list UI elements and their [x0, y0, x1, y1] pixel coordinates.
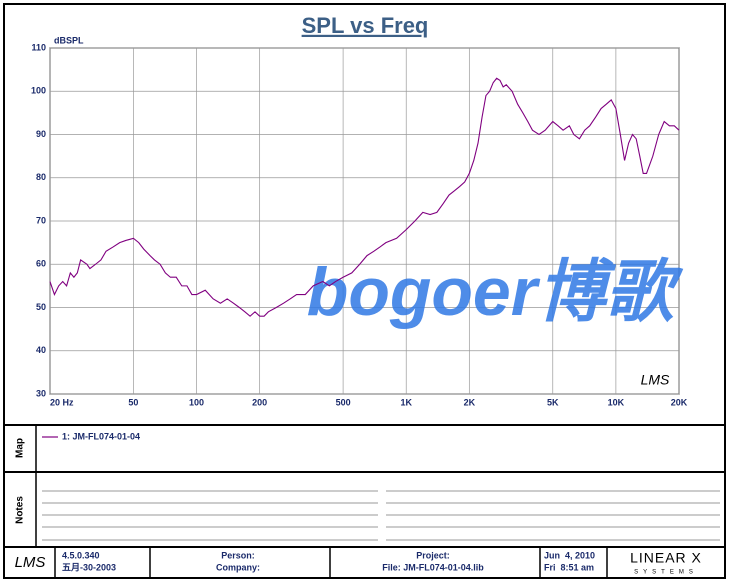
- chart-title: SPL vs Freq: [302, 13, 429, 38]
- y-axis-label: dBSPL: [54, 35, 84, 45]
- panel-label: Map: [15, 438, 26, 458]
- panel-label: Notes: [15, 496, 26, 524]
- person: Person:: [221, 550, 255, 560]
- brand-sub: SYSTEMS: [634, 570, 698, 576]
- company: Company:: [216, 562, 260, 572]
- footer-logo: LMS: [15, 554, 46, 571]
- y-tick-label: 30: [36, 388, 46, 398]
- x-tick-label: 100: [189, 397, 204, 407]
- x-tick-label: 5K: [547, 397, 559, 407]
- y-tick-label: 50: [36, 302, 46, 312]
- note-lines: [42, 490, 720, 541]
- x-tick-label: 1K: [400, 397, 412, 407]
- project: Project:: [416, 550, 450, 560]
- y-tick-label: 80: [36, 172, 46, 182]
- file: File: JM-FL074-01-04.lib: [382, 562, 484, 572]
- marks: [49, 77, 680, 317]
- x-tick-label: 500: [336, 397, 351, 407]
- outer-frame: [3, 3, 726, 579]
- x-tick-label: 200: [252, 397, 267, 407]
- x-tick-label: 20K: [671, 397, 688, 407]
- time: Fri 8:51 am: [544, 562, 594, 572]
- version-date: 五月-30-2003: [62, 562, 116, 572]
- x-tick-label: 20 Hz: [50, 397, 74, 407]
- y-tick-label: 60: [36, 259, 46, 269]
- x-tick-label: 2K: [464, 397, 476, 407]
- y-tick-label: 70: [36, 215, 46, 225]
- y-tick-label: 100: [31, 86, 46, 96]
- grid: [49, 47, 680, 395]
- y-tick-label: 110: [31, 42, 46, 52]
- version: 4.5.0.340: [62, 550, 100, 560]
- plot-logo: LMS: [641, 372, 670, 388]
- date: Jun 4, 2010: [544, 550, 595, 560]
- y-tick-label: 90: [36, 129, 46, 139]
- x-tick-label: 50: [128, 397, 138, 407]
- footer-dividers: [54, 547, 608, 578]
- brand: LINEAR X: [630, 550, 702, 566]
- y-tick-label: 40: [36, 345, 46, 355]
- watermark: bogoer博歌: [307, 254, 684, 330]
- series-line: [49, 77, 680, 317]
- legend-label: 1: JM-FL074-01-04: [62, 431, 140, 441]
- x-tick-label: 10K: [608, 397, 625, 407]
